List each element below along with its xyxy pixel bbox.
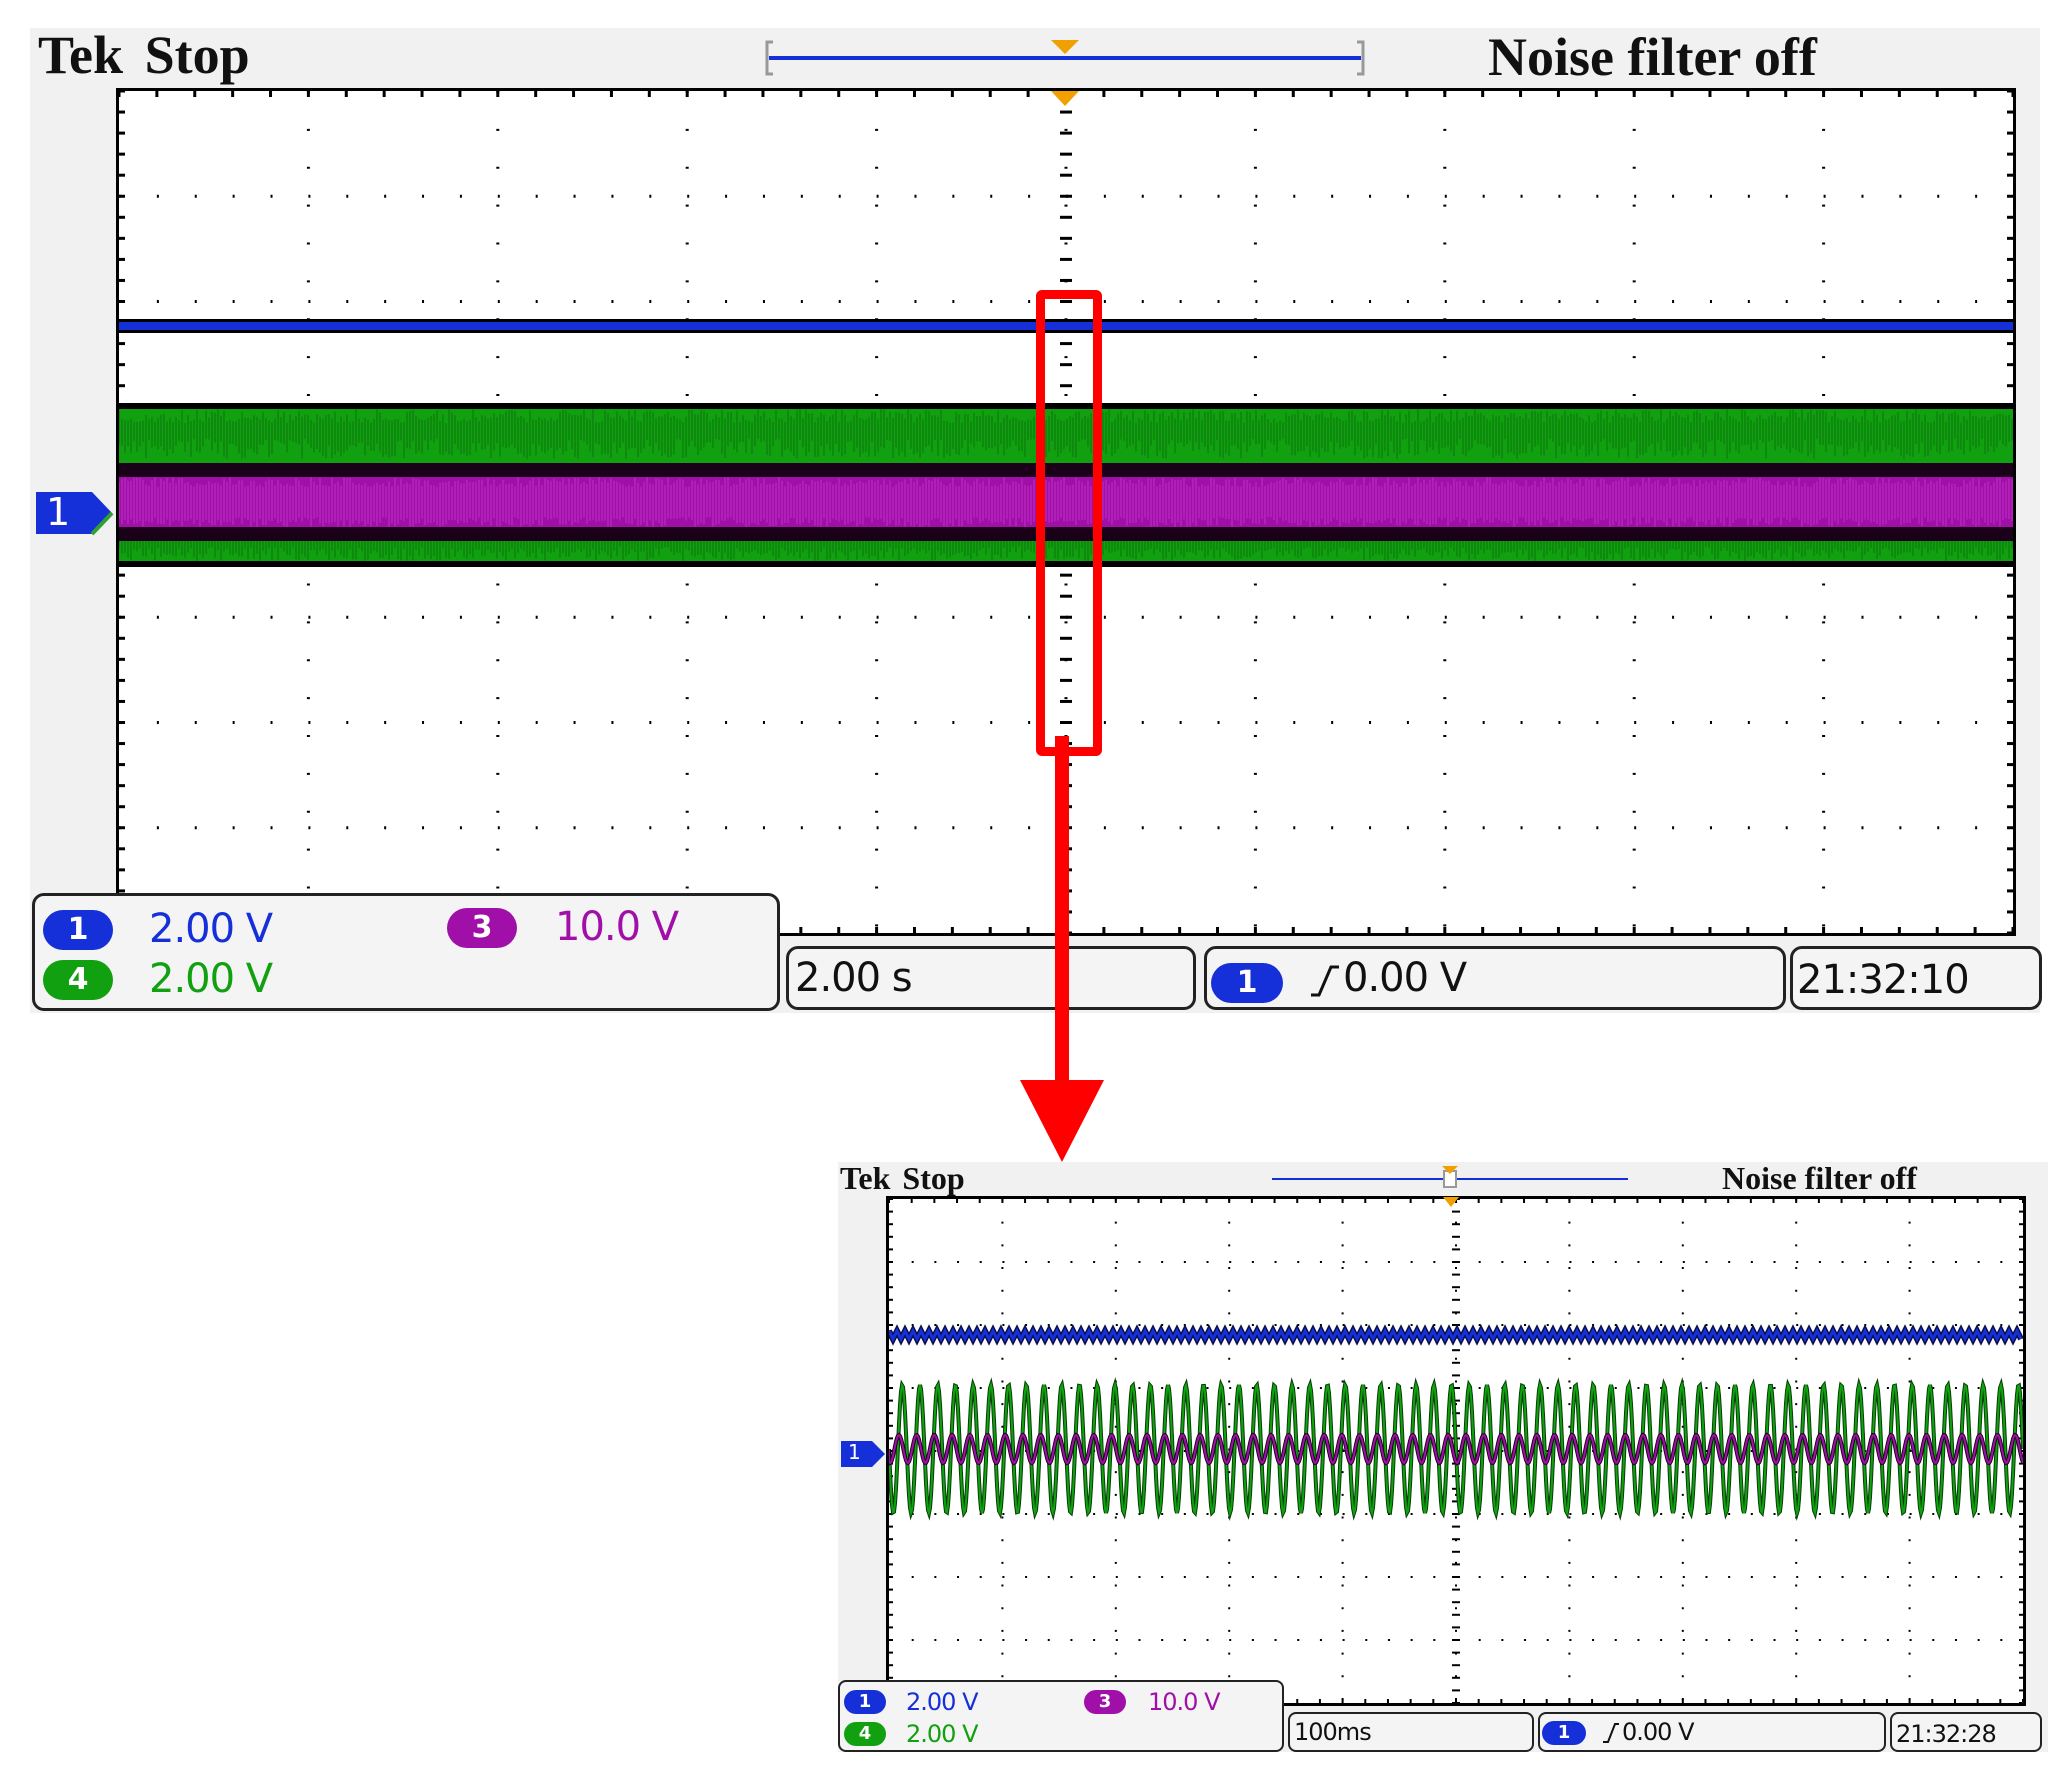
zoom-trigger-level: 0.00 V [1622,1718,1694,1746]
zoom-clock-panel: 21:32:28 [1890,1712,2042,1752]
zoom-ch1-marker-label: 1 [848,1440,861,1464]
zoom-ch3-badge-label: 3 [1098,1691,1112,1712]
zoom-ch1-ground-marker[interactable]: 1 [840,1440,886,1468]
zoom-region-highlight [1036,290,1102,756]
overview-brand: Tek [38,25,124,85]
overview-ch3-scale: 10.0 V [555,904,679,950]
zoom-brand-label: Tek Stop [840,1160,965,1197]
zoom-state: Stop [902,1160,965,1196]
zoom-ch1-badge-label: 1 [858,1691,872,1712]
overview-timebase: 2.00 s [795,955,913,1001]
zoom-record-bar [1272,1166,1628,1188]
zoom-ch3-badge[interactable]: 3 [1084,1690,1126,1714]
ch3-trace [889,1433,2023,1465]
zoom-ch1-marker-icon [841,1441,885,1467]
zoom-trigger-panel[interactable]: 1 0.00 V [1538,1712,1886,1752]
overview-clock-panel: 21:32:10 [1790,946,2042,1010]
overview-brand-label: Tek Stop [38,24,250,86]
overview-ch1-marker-label: 1 [46,490,71,534]
overview-ch3-badge-label: 3 [471,910,493,945]
ch3-noise-texture [119,477,2013,527]
overview-ch3-badge[interactable]: 3 [447,908,517,948]
overview-state: Stop [144,25,250,85]
zoom-waveform-area [889,1199,2023,1703]
zoom-noise-filter: Noise filter off [1722,1160,1917,1196]
zoom-trigger-position-icon [1443,1197,1459,1207]
zoom-trigger-source-badge: 1 [1542,1721,1586,1745]
zoom-timebase: 100ms [1294,1718,1372,1746]
ch1-trace [889,1327,2023,1343]
zoom-graticule [886,1196,2026,1706]
zoom-ch1-badge[interactable]: 1 [844,1690,886,1714]
overview-timebase-panel[interactable]: 2.00 s [786,946,1196,1010]
zoom-ch3-scale: 10.0 V [1148,1688,1220,1716]
zoom-ch4-badge[interactable]: 4 [844,1722,886,1746]
overview-ch1-badge[interactable]: 1 [43,910,113,950]
overview-trigger-position-icon [1051,91,1079,106]
overview-rising-edge-icon [1311,965,1339,997]
zoom-clock: 21:32:28 [1896,1720,1997,1748]
zoom-ch4-scale: 2.00 V [906,1720,978,1748]
zoom-ch4-badge-label: 4 [858,1723,872,1744]
ch1-trace [119,322,2013,330]
overview-channel-panel: 1 2.00 V 3 10.0 V 4 2.00 V [32,893,780,1011]
overview-ch4-badge[interactable]: 4 [43,960,113,1000]
zoom-rising-edge-icon [1603,1723,1619,1743]
overview-ch4-scale: 2.00 V [149,956,273,1002]
overview-noise-filter: Noise filter off [1488,27,1817,87]
zoom-ch1-scale: 2.00 V [906,1688,978,1716]
overview-ch1-badge-label: 1 [67,912,89,947]
zoom-channel-panel: 1 2.00 V 3 10.0 V 4 2.00 V [838,1680,1284,1752]
overview-ch4-badge-label: 4 [67,962,89,997]
overview-ch1-ground-marker[interactable]: 1 [34,490,114,536]
ch4-trace [889,1381,2023,1517]
zoom-arrow-icon [1020,736,1104,1162]
overview-record-bar [765,40,1365,76]
overview-ch1-marker-icon [36,492,114,536]
zoom-brand: Tek [840,1160,891,1196]
overview-ch1-scale: 2.00 V [149,906,273,952]
overview-trigger-level: 0.00 V [1343,955,1467,1001]
overview-trigger-source-label: 1 [1236,965,1258,1000]
overview-clock: 21:32:10 [1797,957,1970,1003]
overview-waveform-area [119,91,2013,933]
zoom-trigger-source-label: 1 [1557,1722,1571,1743]
overview-trigger-source-badge: 1 [1211,963,1283,1003]
overview-trigger-panel[interactable]: 1 0.00 V [1204,946,1786,1010]
zoom-timebase-panel[interactable]: 100ms [1288,1712,1534,1752]
